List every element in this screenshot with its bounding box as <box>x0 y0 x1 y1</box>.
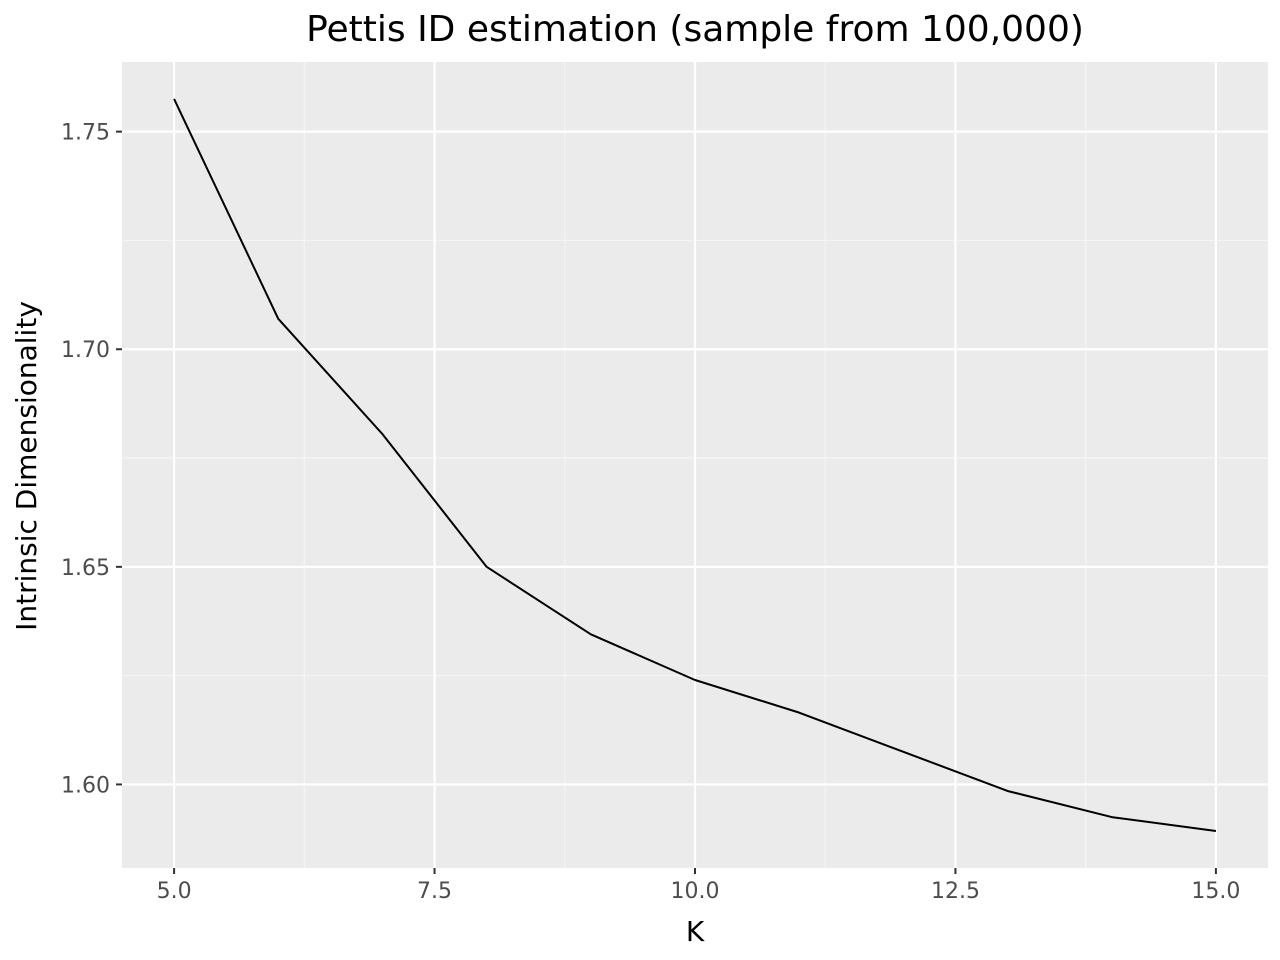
chart-title: Pettis ID estimation (sample from 100,00… <box>306 9 1084 50</box>
y-tick-label: 1.60 <box>61 773 110 798</box>
series-layer <box>173 98 1217 833</box>
x-axis-title: K <box>686 915 705 948</box>
series-line <box>173 98 1217 833</box>
y-tick-label: 1.75 <box>61 121 110 146</box>
x-tick-label: 7.5 <box>417 879 452 904</box>
y-axis-title: Intrinsic Dimensionality <box>10 301 43 631</box>
x-tick-label: 10.0 <box>671 879 720 904</box>
y-tick-label: 1.65 <box>61 556 110 581</box>
y-axis: 1.60 1.65 1.70 1.75 <box>61 121 122 798</box>
x-tick-label: 5.0 <box>157 879 192 904</box>
x-axis: 5.0 7.5 10.0 12.5 15.0 <box>157 868 1240 904</box>
major-grid <box>122 62 1268 868</box>
x-tick-label: 15.0 <box>1191 879 1240 904</box>
x-tick-label: 12.5 <box>931 879 980 904</box>
y-tick-label: 1.70 <box>61 338 110 363</box>
